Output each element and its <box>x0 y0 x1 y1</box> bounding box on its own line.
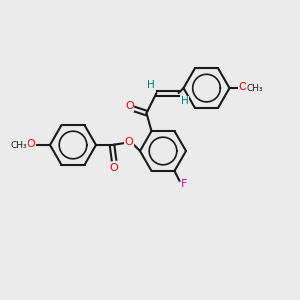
Text: O: O <box>238 82 247 92</box>
Text: CH₃: CH₃ <box>11 140 27 149</box>
Text: F: F <box>181 179 188 189</box>
Text: O: O <box>124 137 134 147</box>
Text: H: H <box>181 96 188 106</box>
Text: O: O <box>110 163 118 173</box>
Text: O: O <box>27 139 35 149</box>
Text: CH₃: CH₃ <box>246 84 263 93</box>
Text: H: H <box>147 80 154 90</box>
Text: O: O <box>125 101 134 111</box>
